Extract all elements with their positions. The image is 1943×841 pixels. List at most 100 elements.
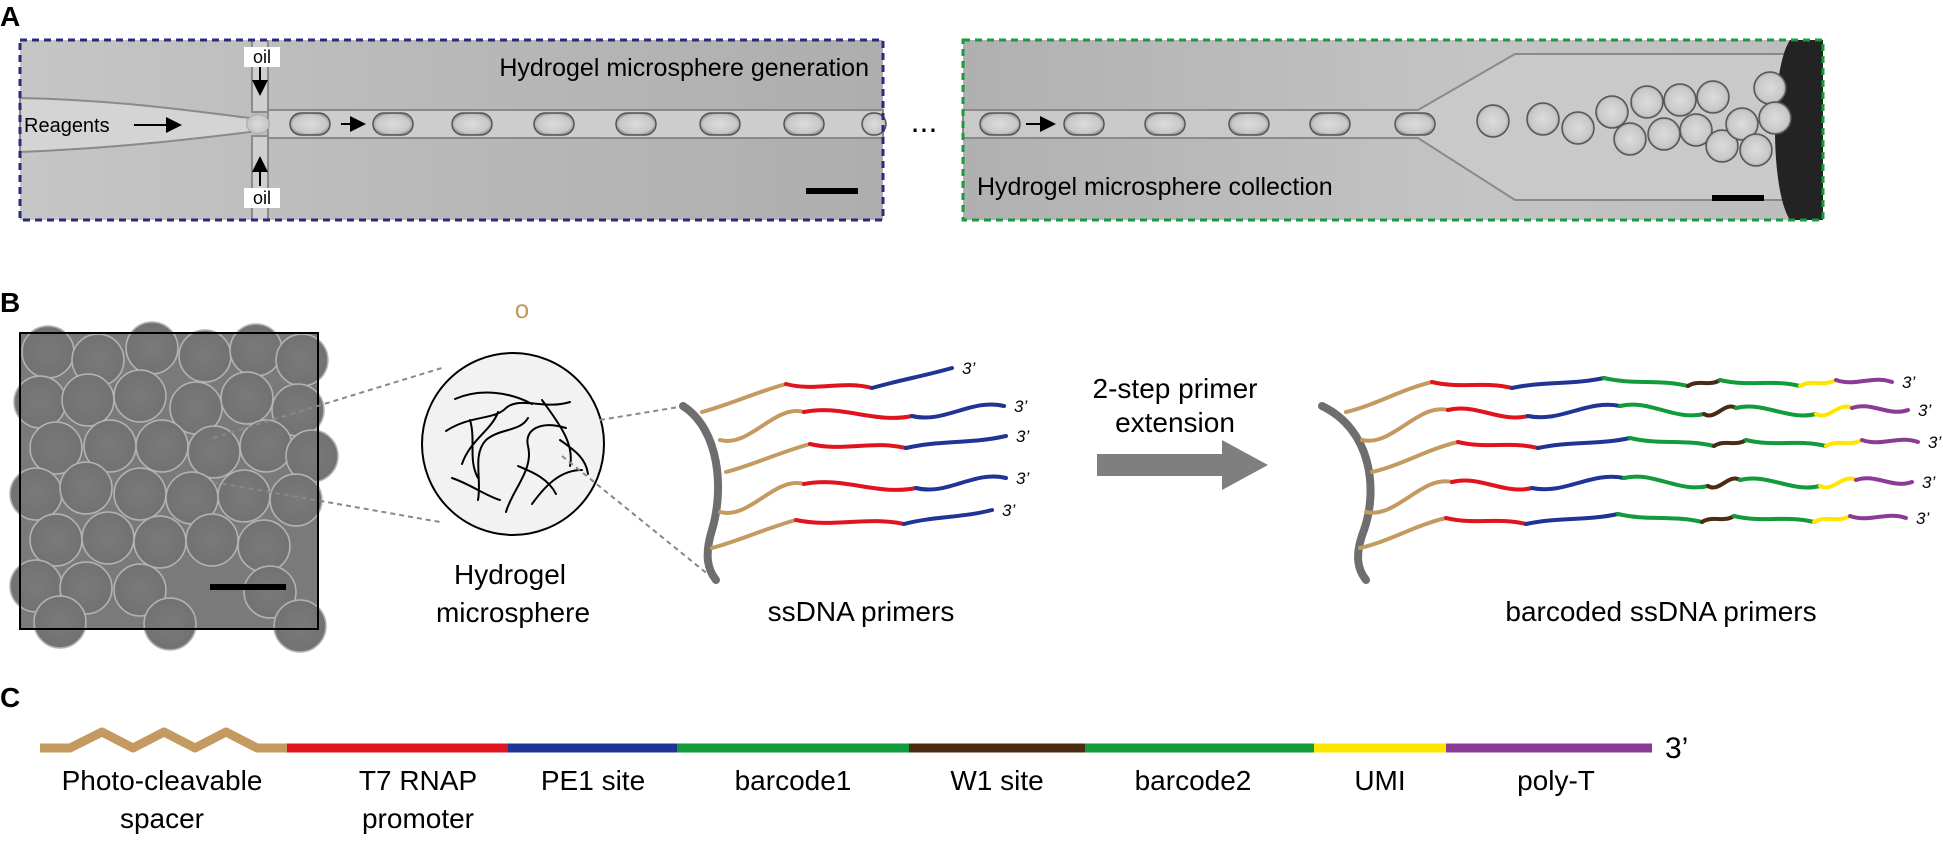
stray-mark: o (515, 294, 529, 324)
primer-construct-diagram (40, 727, 1652, 753)
strand-segment (718, 409, 806, 443)
scale-bar (210, 584, 286, 590)
strand-segment (1700, 514, 1736, 524)
hydrogel-label-line2: microsphere (436, 597, 590, 628)
ssdna-primers-diagram: 3’3’3’3’3’ (679, 359, 1029, 584)
bead-micrograph (9, 321, 339, 653)
strand-segment (1732, 514, 1816, 524)
bead (9, 467, 63, 521)
bead (113, 563, 167, 617)
hydrogel-sphere-diagram (421, 352, 605, 536)
bead (229, 323, 283, 377)
collection-title: Hydrogel microsphere collection (977, 173, 1333, 201)
oil-top-label: oil (253, 47, 271, 67)
strand-segment (1712, 438, 1748, 448)
droplets-generation (289, 112, 887, 136)
bead (133, 515, 187, 569)
panel-a-letter: A (0, 1, 20, 32)
panel-c-letter: C (0, 682, 20, 713)
strand-segment (784, 382, 874, 390)
reagents-label: Reagents (24, 115, 110, 137)
bead (29, 513, 83, 567)
three-prime-label: 3’ (1928, 433, 1941, 452)
strand-segment (1444, 516, 1528, 526)
bead (273, 599, 327, 653)
hydrogel-label-line1: Hydrogel (454, 559, 566, 590)
oil-bottom-label: oil (253, 188, 271, 208)
strand-segment (1456, 440, 1540, 450)
three-prime-label: 3’ (1002, 501, 1015, 520)
bead (13, 375, 67, 429)
bead (269, 473, 323, 527)
strand-segment (1834, 377, 1894, 385)
three-prime-label: 3’ (962, 359, 975, 378)
strand-segment (1798, 378, 1838, 388)
strand-segment (1744, 438, 1828, 448)
extension-arrow (1097, 440, 1268, 490)
bead (237, 519, 291, 573)
strand-segment (910, 402, 1006, 420)
strand-segment (794, 518, 906, 526)
strand-segment (904, 434, 1008, 450)
strand-segment (1854, 476, 1914, 486)
strand-segment (1446, 406, 1530, 420)
construct-segment-spacer (40, 727, 287, 753)
strand-segment (1430, 380, 1514, 390)
construct-label: poly-T (1517, 765, 1595, 796)
bead (275, 333, 329, 387)
construct-label: PE1 site (541, 765, 645, 796)
strand-segment (802, 408, 914, 420)
bead-surface (679, 402, 723, 584)
bead (135, 419, 189, 473)
three-prime-label: 3’ (1016, 427, 1029, 446)
three-prime-label: 3’ (1922, 473, 1935, 492)
strand-segment (1850, 404, 1910, 414)
strand-segment (1824, 438, 1864, 448)
construct-labels: Photo-cleavable spacer T7 RNAP promoter PE1 … (62, 765, 1595, 834)
construct-label: barcode2 (1135, 765, 1252, 796)
strand-segment (710, 518, 798, 550)
bead (113, 369, 167, 423)
three-prime-label: 3’ (1014, 397, 1027, 416)
bead (113, 467, 167, 521)
strand-segment (1364, 479, 1454, 515)
construct-label: Photo-cleavable (62, 765, 263, 796)
strand-segment (1524, 512, 1620, 526)
bead (143, 597, 197, 651)
strand-segment (808, 442, 908, 450)
zoom-line-upper (212, 366, 446, 439)
zoom-line-lower (212, 481, 441, 523)
strand-segment (1618, 402, 1706, 418)
strand-segment (1706, 476, 1742, 490)
droplets-collection (979, 71, 1792, 167)
three-prime-label: 3’ (1916, 509, 1929, 528)
generation-micrograph: oil oil Reagents Hydrogel microsphere ge… (19, 40, 887, 220)
three-prime-label: 3’ (1016, 469, 1029, 488)
strand-segment (802, 480, 918, 492)
panel-a-ellipsis: ... (911, 103, 938, 139)
strand-segment (902, 508, 994, 526)
construct-3prime: 3’ (1665, 732, 1688, 765)
bead (178, 329, 232, 383)
strand-segment (1734, 404, 1818, 418)
strand-segment (1622, 474, 1710, 490)
strand-segment (1702, 404, 1738, 418)
strand-segment (1860, 437, 1920, 445)
strand-segment (700, 382, 788, 414)
construct-label: UMI (1354, 765, 1405, 796)
panel-b-letter: B (0, 287, 20, 318)
bead (187, 425, 241, 479)
generation-box (18, 38, 885, 222)
ssdna-primers-label: ssDNA primers (768, 596, 955, 627)
construct-label: promoter (362, 803, 474, 834)
strand-segment (1536, 436, 1632, 450)
bead (81, 511, 135, 565)
zoom-line-lower-2 (561, 455, 716, 581)
construct-label: spacer (120, 803, 204, 834)
strand-segment (1686, 378, 1722, 388)
strand-segment (1602, 376, 1690, 388)
bead (220, 371, 274, 425)
strand-segment (1818, 476, 1858, 490)
bead (29, 421, 83, 475)
